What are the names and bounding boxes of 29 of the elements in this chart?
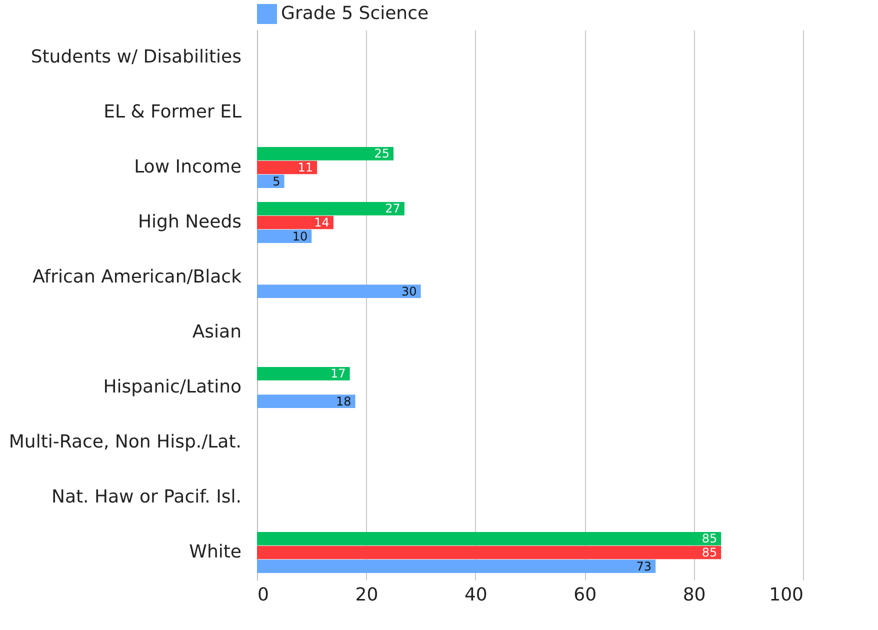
data-label: 25 — [374, 146, 390, 161]
y-tick-label: Asian — [192, 322, 242, 342]
y-tick-label: African American/Black — [32, 266, 242, 288]
legend-label: Grade 5 Science — [281, 3, 429, 24]
y-tick-label: Students w/ Disabilities — [30, 46, 242, 68]
data-label: 11 — [298, 160, 314, 174]
x-tick-label: 80 — [682, 584, 706, 606]
y-tick-label: White — [189, 542, 242, 562]
y-tick-label: EL & Former EL — [104, 102, 242, 122]
y-tick-label: Nat. Haw or Pacif. Isl. — [52, 486, 242, 508]
data-label: 17 — [330, 366, 346, 381]
data-label: 85 — [702, 546, 718, 560]
x-tick-label: 60 — [574, 584, 597, 606]
data-label: 18 — [336, 394, 352, 408]
y-tick-label: Multi-Race, Non Hisp./Lat. — [8, 432, 242, 452]
data-label: 85 — [702, 532, 718, 546]
x-tick-label: 100 — [769, 584, 804, 606]
y-tick-label: Hispanic/Latino — [103, 376, 242, 398]
data-label: 10 — [292, 229, 308, 244]
x-tick-label: 0 — [258, 584, 269, 606]
y-tick-label: Low Income — [134, 156, 242, 178]
data-label: 30 — [402, 284, 417, 298]
y-tick-label: High Needs — [138, 212, 242, 232]
data-label: 27 — [385, 202, 400, 216]
data-label: 73 — [636, 559, 652, 574]
x-tick-label: 40 — [464, 584, 488, 606]
data-label: 5 — [272, 174, 280, 188]
x-tick-label: 20 — [355, 584, 378, 606]
data-label: 14 — [314, 216, 330, 230]
